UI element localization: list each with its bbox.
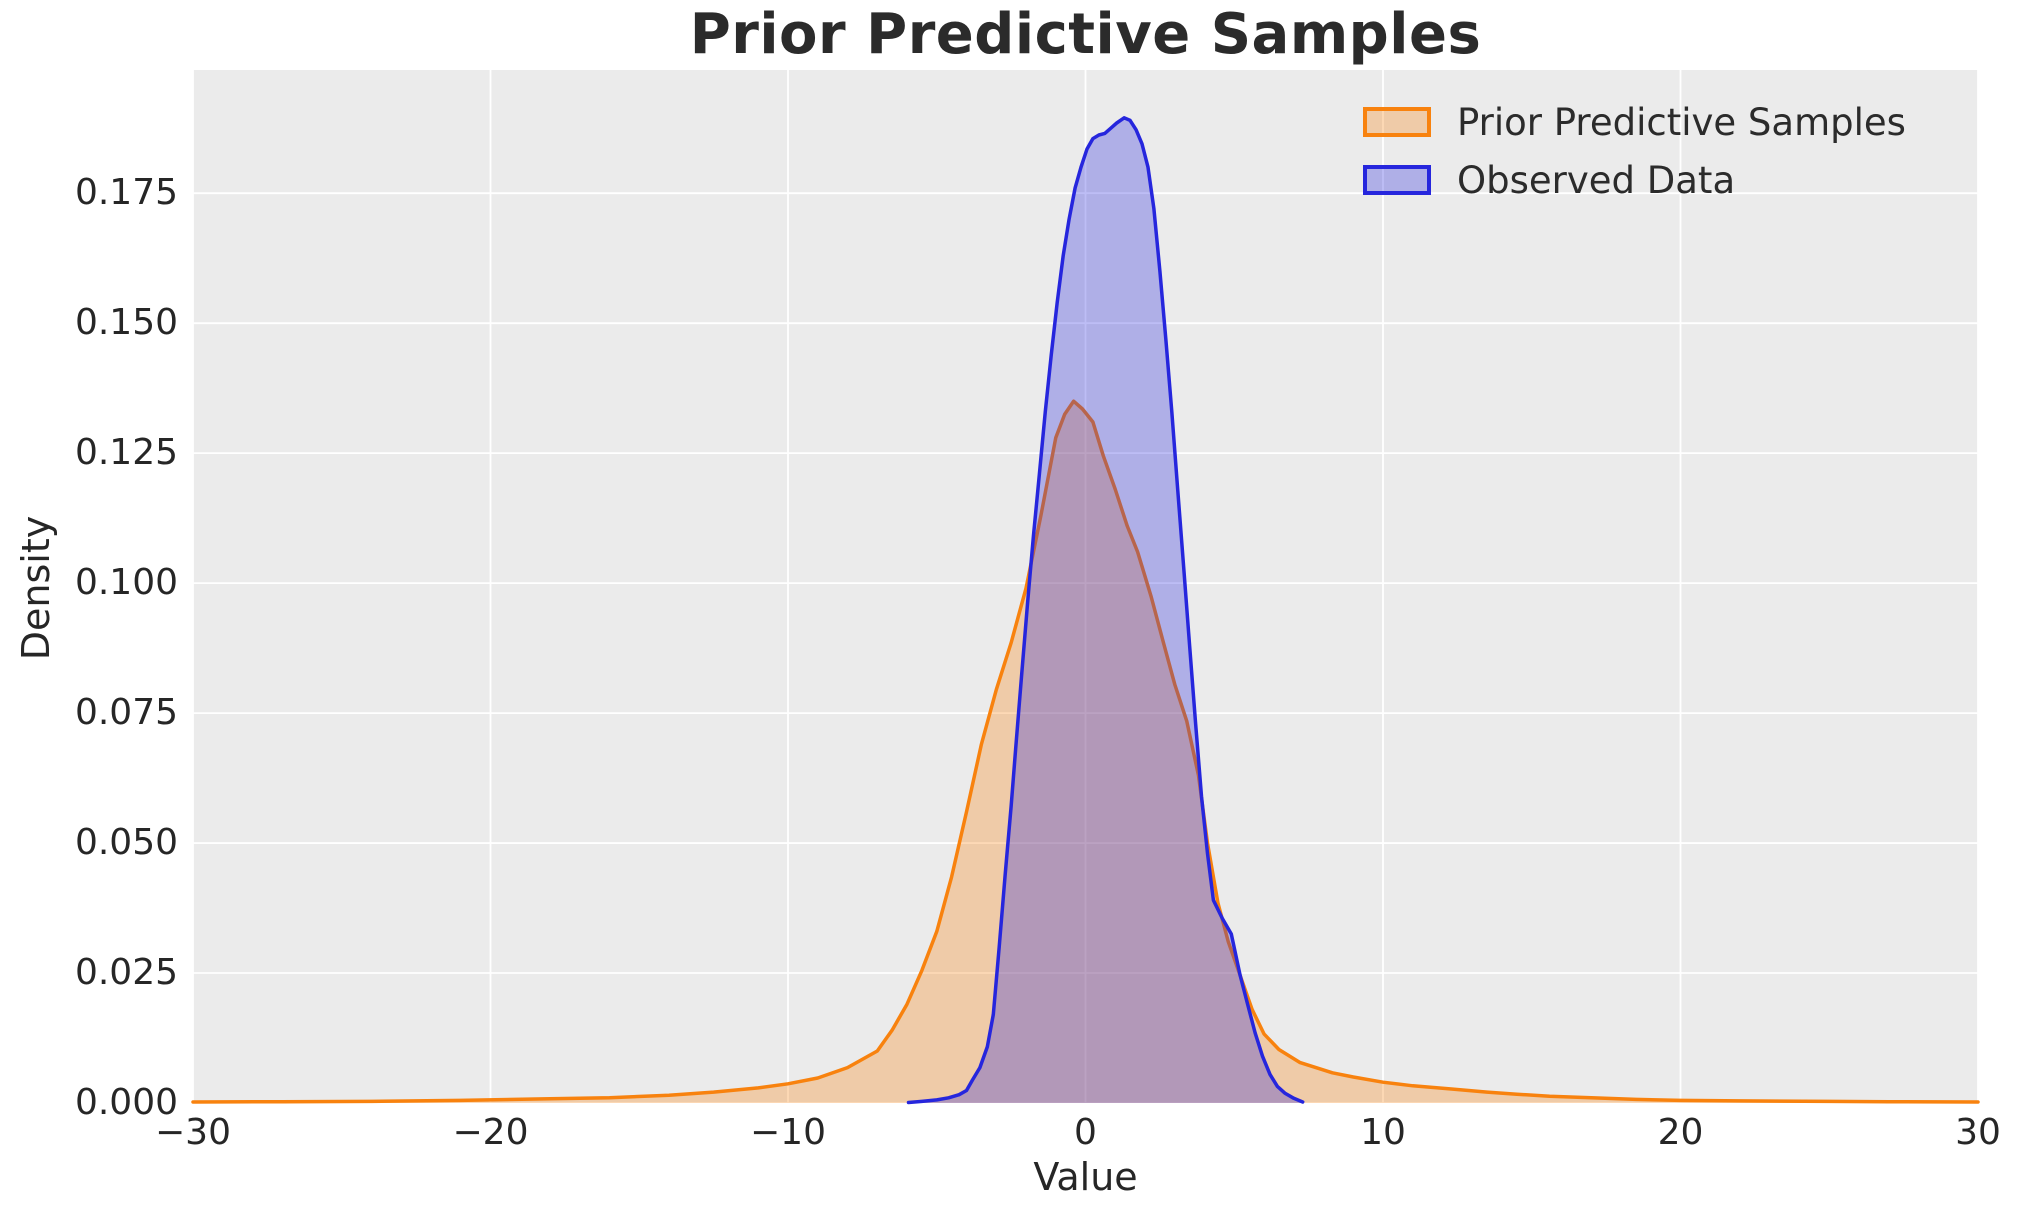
x-tick-label: 10 (1360, 1112, 1406, 1153)
legend: Prior Predictive Samples Observed Data (1363, 93, 1906, 209)
y-tick-label: 0.050 (74, 822, 178, 864)
legend-entry-observed-data: Observed Data (1363, 151, 1906, 209)
x-axis-label: Value (1033, 1155, 1138, 1199)
y-tick-label: 0.100 (74, 562, 178, 604)
legend-label-prior-predictive: Prior Predictive Samples (1457, 100, 1906, 144)
y-tick-label: 0.150 (74, 302, 178, 344)
density-curve-observed-data (906, 116, 1305, 1105)
x-tick-label: −10 (750, 1112, 826, 1153)
chart-title: Prior Predictive Samples (689, 2, 1482, 67)
x-tick-label: 30 (1955, 1112, 2001, 1153)
legend-label-observed-data: Observed Data (1457, 158, 1736, 202)
legend-swatch-observed-data (1363, 165, 1431, 195)
y-tick-label: 0.025 (74, 952, 178, 994)
y-tick-label: 0.175 (74, 172, 178, 214)
y-tick-label: 0.000 (74, 1082, 178, 1123)
x-tick-label: −30 (155, 1112, 231, 1153)
y-tick-label: 0.125 (74, 432, 178, 474)
x-tick-label: −20 (452, 1112, 529, 1153)
x-tick-label: 0 (1074, 1112, 1097, 1153)
density-area-prior-predictive (193, 401, 1978, 1103)
y-tick-label: 0.075 (74, 692, 178, 734)
legend-swatch-prior-predictive (1363, 107, 1431, 137)
density-curve-prior-predictive (191, 399, 1980, 1104)
x-tick-label: 20 (1657, 1112, 1704, 1153)
legend-entry-prior-predictive: Prior Predictive Samples (1363, 93, 1906, 151)
